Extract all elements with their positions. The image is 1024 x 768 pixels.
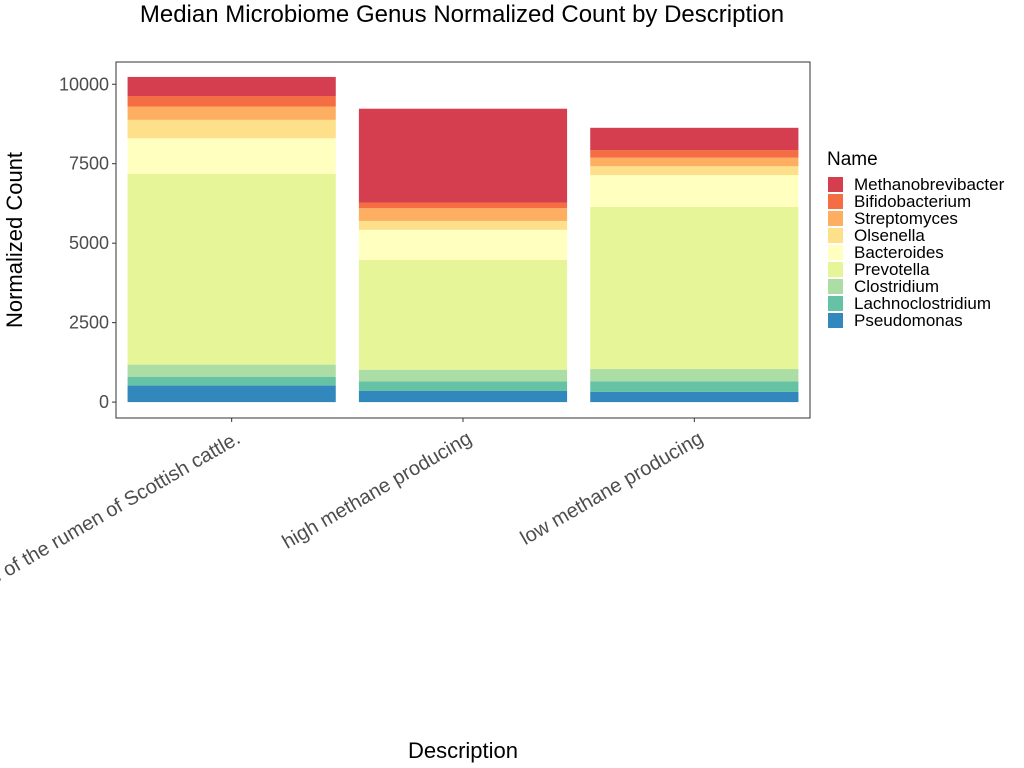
bar-segment-prevotella-2 (590, 206, 799, 370)
x-tick-label: high methane producing (279, 427, 476, 553)
legend-items: MethanobrevibacterBifidobacteriumStrepto… (828, 175, 1005, 330)
x-tick-label: low methane producing (517, 427, 707, 549)
bars-layer (127, 76, 799, 403)
bar-segment-methanobrevibacter-2 (590, 127, 799, 151)
bar-segment-bacteroides-0 (127, 138, 336, 174)
legend-label-prevotella: Prevotella (854, 260, 930, 279)
bar-segment-streptomyces-2 (590, 157, 799, 167)
bar-segment-clostridium-0 (127, 364, 336, 377)
legend-swatch-lachnoclostridium (828, 296, 843, 311)
bar-segment-methanobrevibacter-1 (358, 108, 568, 203)
bar-segment-bifidobacterium-0 (127, 96, 336, 107)
bar-segment-lachnoclostridium-0 (127, 376, 336, 386)
bar-segment-lachnoclostridium-2 (590, 381, 799, 392)
y-axis-title: Normalized Count (2, 152, 27, 328)
y-tick-label: 0 (99, 392, 109, 412)
bar-segment-bacteroides-2 (590, 175, 799, 207)
bar-segment-lachnoclostridium-1 (358, 381, 568, 391)
y-tick-label: 7500 (69, 154, 109, 174)
legend-title: Name (827, 149, 878, 170)
bar-segment-olsenella-2 (590, 166, 799, 176)
legend-label-clostridium: Clostridium (854, 277, 939, 296)
legend-swatch-bifidobacterium (828, 194, 843, 209)
bar-segment-streptomyces-1 (358, 208, 568, 221)
x-axis: Microbiome of the rumen of Scottish catt… (0, 418, 707, 636)
legend-swatch-clostridium (828, 279, 843, 294)
bar-segment-methanobrevibacter-0 (127, 76, 336, 97)
legend-swatch-olsenella (828, 228, 843, 243)
bar-segment-clostridium-1 (358, 369, 568, 382)
x-axis-title: Description (408, 738, 518, 763)
legend-label-methanobrevibacter: Methanobrevibacter (854, 175, 1005, 194)
legend-label-streptomyces: Streptomyces (854, 209, 958, 228)
bar-segment-bifidobacterium-1 (358, 202, 568, 209)
legend-swatch-streptomyces (828, 211, 843, 226)
bar-segment-pseudomonas-2 (590, 391, 799, 403)
legend-label-lachnoclostridium: Lachnoclostridium (854, 294, 991, 313)
bar-segment-bifidobacterium-2 (590, 150, 799, 158)
bar-segment-olsenella-0 (127, 119, 336, 139)
y-tick-label: 10000 (59, 74, 109, 94)
legend-label-bifidobacterium: Bifidobacterium (854, 192, 971, 211)
legend-label-olsenella: Olsenella (854, 226, 925, 245)
legend-swatch-bacteroides (828, 245, 843, 260)
bar-segment-pseudomonas-1 (358, 390, 568, 403)
legend: Name MethanobrevibacterBifidobacteriumSt… (827, 149, 1005, 330)
y-tick-label: 2500 (69, 313, 109, 333)
legend-label-bacteroides: Bacteroides (854, 243, 944, 262)
bar-segment-clostridium-2 (590, 369, 799, 382)
bar-segment-olsenella-1 (358, 220, 568, 230)
x-tick-label: Microbiome of the rumen of Scottish catt… (0, 427, 244, 636)
chart-title: Median Microbiome Genus Normalized Count… (140, 1, 784, 28)
y-tick-label: 5000 (69, 233, 109, 253)
bar-segment-prevotella-1 (358, 260, 568, 370)
legend-swatch-prevotella (828, 262, 843, 277)
y-axis: 0 2500 5000 7500 10000 (59, 74, 116, 412)
legend-label-pseudomonas: Pseudomonas (854, 311, 963, 330)
bar-segment-bacteroides-1 (358, 229, 568, 261)
legend-swatch-pseudomonas (828, 313, 843, 328)
bar-segment-streptomyces-0 (127, 106, 336, 120)
bar-segment-prevotella-0 (127, 173, 336, 365)
legend-swatch-methanobrevibacter (828, 177, 843, 192)
bar-segment-pseudomonas-0 (127, 385, 336, 403)
